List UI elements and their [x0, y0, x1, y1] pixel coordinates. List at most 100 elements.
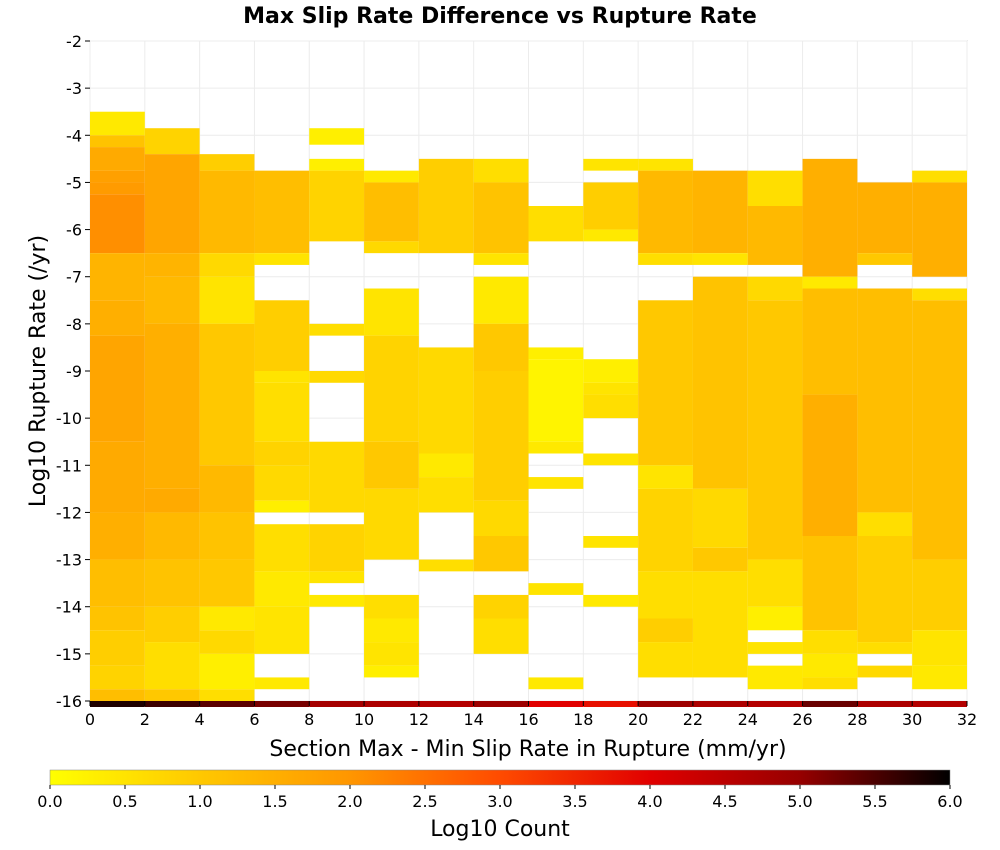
heatmap-cell	[254, 441, 310, 466]
heatmap-cell	[199, 253, 255, 277]
x-tick-label: 4	[195, 710, 205, 729]
heatmap-cell	[583, 536, 639, 548]
x-tick-label: 10	[354, 710, 374, 729]
heatmap-cell-bottom	[418, 701, 474, 707]
heatmap-cell	[309, 441, 365, 513]
heatmap-cell	[90, 335, 145, 442]
heatmap-cell	[747, 276, 803, 301]
heatmap-cell	[583, 229, 639, 242]
heatmap-cell	[90, 441, 145, 513]
heatmap-cell	[418, 453, 474, 478]
heatmap-cell	[857, 288, 913, 513]
heatmap-cell	[199, 559, 255, 607]
colorbar-tick-label: 1.0	[187, 792, 212, 811]
heatmap-cell	[638, 253, 693, 265]
heatmap-cell	[309, 170, 365, 242]
heatmap-cell	[473, 618, 529, 654]
heatmap-cell	[638, 158, 693, 171]
heatmap-cell	[912, 182, 967, 277]
heatmap-cell	[364, 288, 419, 336]
heatmap-cell	[583, 382, 639, 395]
heatmap-cell	[473, 158, 529, 183]
heatmap-cell	[802, 276, 858, 289]
heatmap-cell	[747, 300, 803, 560]
heatmap-cell	[638, 170, 693, 254]
y-tick-label: -6	[66, 221, 82, 240]
x-tick-label: 20	[628, 710, 648, 729]
x-axis-label: Section Max - Min Slip Rate in Rupture (…	[269, 737, 786, 762]
heatmap-cell	[199, 154, 255, 171]
y-tick-label: -10	[56, 409, 82, 428]
y-tick-label: -9	[66, 362, 82, 381]
heatmap-cell	[309, 594, 365, 607]
heatmap-cell	[747, 642, 803, 654]
heatmap-cell	[912, 665, 967, 690]
heatmap-cell	[802, 630, 858, 654]
heatmap-cell	[528, 583, 584, 595]
heatmap-cell	[90, 630, 145, 666]
heatmap-cell	[254, 253, 310, 265]
heatmap-cell	[583, 158, 639, 171]
heatmap-cell	[857, 182, 913, 254]
heatmap-cell	[199, 689, 255, 701]
heatmap-cell	[254, 170, 310, 254]
heatmap-cell	[144, 512, 200, 560]
heatmap-cell	[528, 677, 584, 690]
heatmap-cell	[528, 441, 584, 454]
y-tick-label: -13	[56, 551, 82, 570]
heatmap-cell	[747, 206, 803, 265]
x-tick-label: 12	[409, 710, 429, 729]
heatmap-cell	[473, 500, 529, 536]
heatmap-cell	[638, 642, 693, 678]
y-tick-label: -5	[66, 173, 82, 192]
colorbar-tick-label: 1.5	[262, 792, 287, 811]
heatmap-cell	[912, 630, 967, 666]
heatmap-cell	[802, 677, 858, 690]
heatmap-cell	[144, 323, 200, 489]
heatmap-cell	[309, 571, 365, 584]
heatmap-cell	[309, 158, 365, 171]
heatmap-cell	[692, 170, 748, 254]
heatmap-cell	[254, 300, 310, 371]
heatmap-cell	[90, 512, 145, 560]
heatmap-cell	[364, 618, 419, 643]
heatmap-cell	[144, 154, 200, 254]
heatmap-cell-bottom	[857, 701, 913, 707]
colorbar-tick-label: 5.0	[787, 792, 812, 811]
x-tick-label: 0	[85, 710, 95, 729]
heatmap-cell	[90, 689, 145, 701]
x-tick-label: 8	[304, 710, 314, 729]
heatmap-cell	[199, 276, 255, 324]
heatmap-cell	[583, 394, 639, 419]
y-tick-label: -4	[66, 126, 82, 145]
x-tick-label: 22	[683, 710, 703, 729]
heatmap-cell	[857, 253, 913, 265]
heatmap-cell	[418, 158, 474, 254]
heatmap-cell	[90, 665, 145, 690]
x-tick-label: 14	[464, 710, 484, 729]
y-tick-label: -14	[56, 598, 82, 617]
heatmap-cell-bottom	[199, 701, 255, 707]
colorbar-tick-label: 0.5	[112, 792, 137, 811]
heatmap-cell	[199, 170, 255, 254]
x-axis-ticks: 0 2 4 6 8 10 12 14 16 18 20 22 24 26 28 30 32	[85, 701, 977, 729]
heatmap-cells	[90, 111, 967, 707]
heatmap-cell	[364, 182, 419, 242]
x-tick-label: 18	[573, 710, 593, 729]
x-tick-label: 6	[249, 710, 259, 729]
heatmap-cell	[309, 524, 365, 572]
heatmap-cell	[638, 618, 693, 643]
heatmap-cell	[144, 276, 200, 324]
heatmap-cell	[857, 512, 913, 536]
heatmap-cell	[309, 323, 365, 336]
heatmap-cell	[199, 465, 255, 513]
heatmap-cell	[90, 111, 145, 136]
heatmap-cell	[802, 158, 858, 277]
chart-title: Max Slip Rate Difference vs Rupture Rate	[243, 4, 757, 29]
heatmap-cell	[254, 500, 310, 513]
heatmap-cell-bottom	[583, 701, 639, 707]
heatmap-cell	[364, 488, 419, 560]
x-tick-label: 26	[792, 710, 812, 729]
y-tick-label: -15	[56, 645, 82, 664]
